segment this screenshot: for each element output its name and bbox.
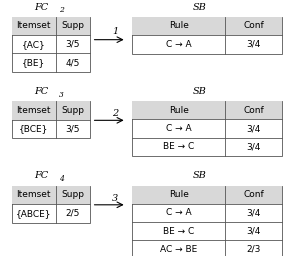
Text: Itemset: Itemset (16, 21, 51, 30)
Bar (132, 186, 282, 204)
Bar (132, 17, 282, 35)
Text: Rule: Rule (169, 190, 189, 199)
Text: C → A: C → A (166, 40, 192, 49)
Bar (132, 101, 282, 156)
Bar (12, 101, 90, 138)
Text: 1: 1 (112, 27, 118, 37)
Text: {ABCE}: {ABCE} (16, 209, 52, 218)
Text: 3: 3 (112, 194, 118, 203)
Text: C → A: C → A (166, 208, 192, 217)
Text: Conf: Conf (243, 190, 264, 199)
Text: Conf: Conf (243, 22, 264, 30)
Text: SB: SB (192, 3, 206, 12)
Text: 3/4: 3/4 (246, 227, 261, 236)
Text: {BE}: {BE} (22, 58, 45, 67)
Bar (12, 186, 90, 223)
Text: 3/4: 3/4 (246, 40, 261, 49)
Bar (12, 101, 90, 120)
Text: 2: 2 (59, 6, 63, 14)
Bar (132, 17, 282, 54)
Text: Rule: Rule (169, 106, 189, 115)
Text: FC: FC (34, 172, 48, 180)
Text: 3: 3 (59, 91, 63, 99)
Text: FC: FC (34, 3, 48, 12)
Text: Conf: Conf (243, 106, 264, 115)
Text: BE → C: BE → C (163, 143, 194, 152)
Text: 3/4: 3/4 (246, 208, 261, 217)
Text: Itemset: Itemset (16, 106, 51, 115)
Text: 2/3: 2/3 (246, 245, 261, 254)
Bar (12, 186, 90, 204)
Text: C → A: C → A (166, 124, 192, 133)
Text: 3/4: 3/4 (246, 143, 261, 152)
Bar (12, 17, 90, 35)
Text: Supp: Supp (61, 106, 84, 115)
Bar (12, 17, 90, 72)
Text: Rule: Rule (169, 22, 189, 30)
Text: FC: FC (34, 87, 48, 96)
Text: 4: 4 (59, 175, 63, 183)
Bar (132, 101, 282, 120)
Text: 2/5: 2/5 (66, 209, 80, 218)
Text: BE → C: BE → C (163, 227, 194, 236)
Text: Supp: Supp (61, 21, 84, 30)
Text: SB: SB (192, 87, 206, 96)
Text: 4/5: 4/5 (66, 58, 80, 67)
Text: AC → BE: AC → BE (160, 245, 198, 254)
Text: Supp: Supp (61, 190, 84, 199)
Text: 3/5: 3/5 (66, 40, 80, 49)
Text: 3/5: 3/5 (66, 124, 80, 133)
Text: SB: SB (192, 172, 206, 180)
Text: {BCE}: {BCE} (19, 124, 48, 133)
Text: {AC}: {AC} (22, 40, 45, 49)
Text: 2: 2 (112, 109, 118, 119)
Text: Itemset: Itemset (16, 190, 51, 199)
Bar (132, 186, 282, 256)
Text: 3/4: 3/4 (246, 124, 261, 133)
